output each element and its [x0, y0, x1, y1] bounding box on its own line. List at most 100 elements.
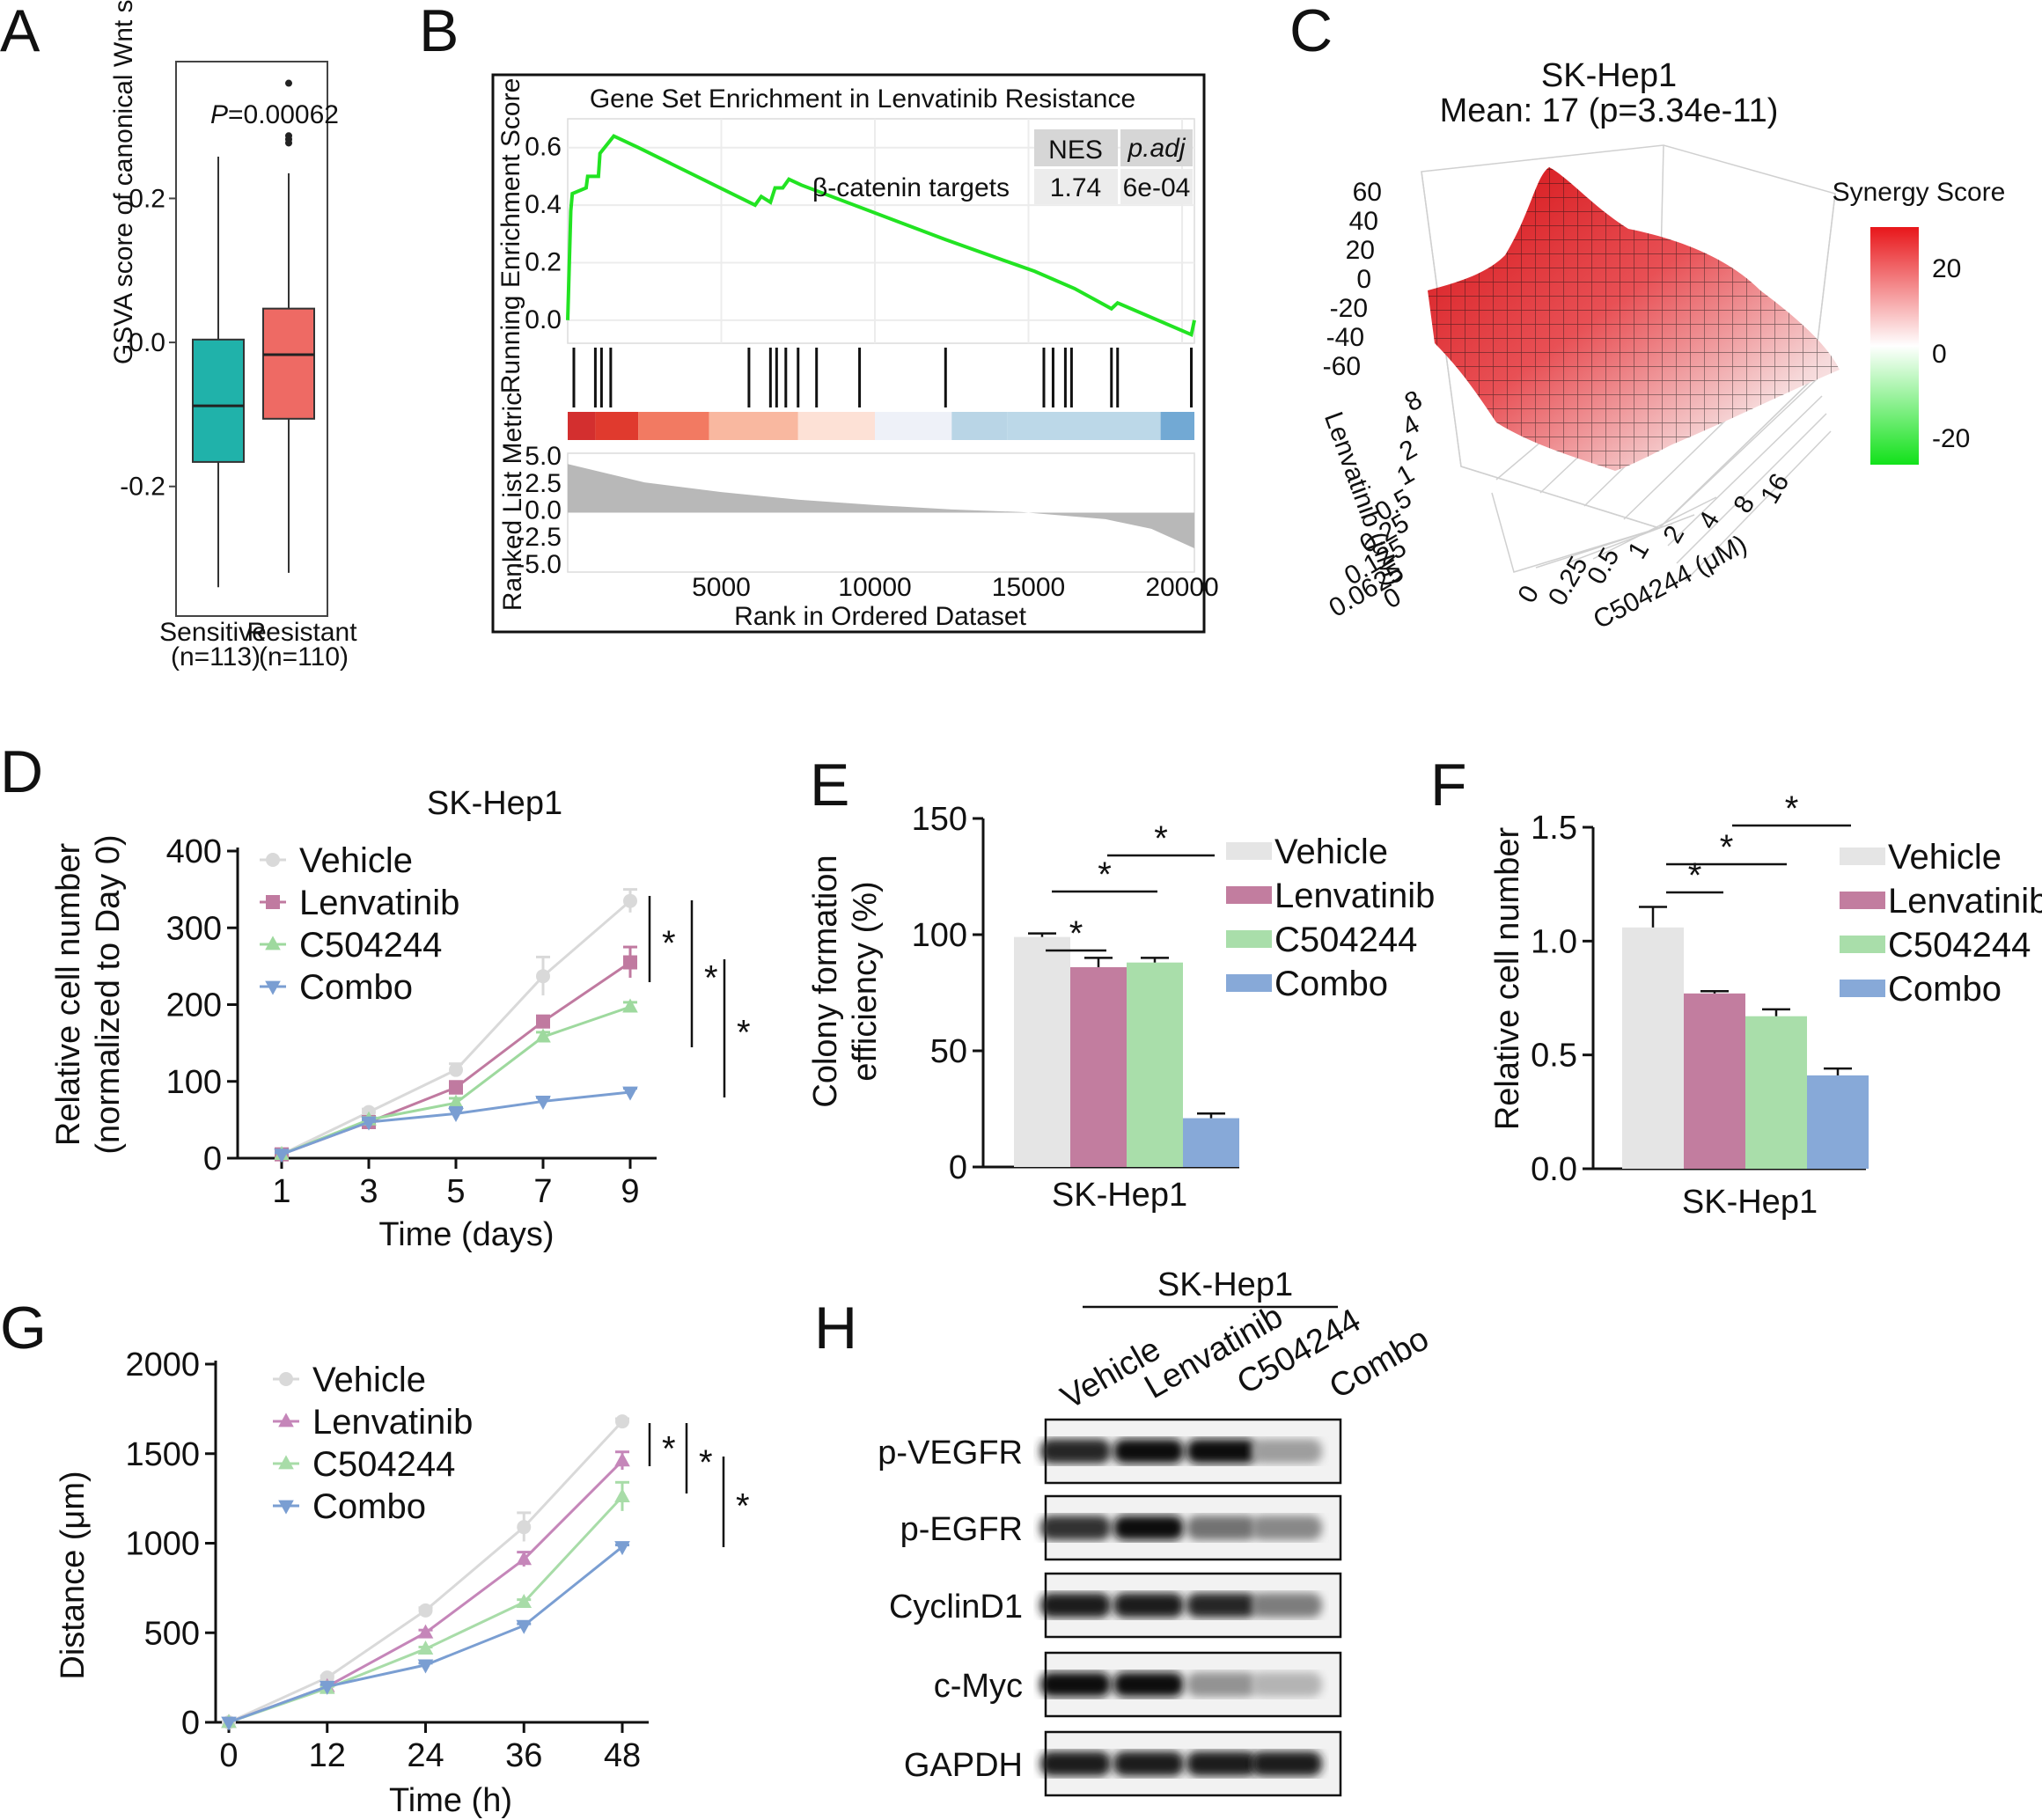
panel-e-legend-label: C504244: [1274, 921, 1417, 959]
panel-g-ytick-label: 2000: [125, 1347, 200, 1383]
panel-g-sig-star: *: [699, 1443, 713, 1482]
panel-b-ytick-top: 0.6: [525, 133, 562, 162]
panel-h-header: SK-Hep1: [1157, 1266, 1293, 1303]
panel-b-xtick: 20000: [1145, 573, 1218, 602]
panel-g-series-lenvatinib-point: [417, 1624, 434, 1639]
panel-a-outlier: [285, 139, 292, 147]
panel-e-sig-star: *: [1154, 819, 1168, 858]
panel-h-band: [1113, 1751, 1184, 1776]
panel-d-sig-star: *: [704, 959, 718, 998]
panel-c-colorbar-tick-20: 20: [1932, 254, 1961, 283]
panel-e-sig-star: *: [1098, 855, 1112, 894]
panel-a-n-sensitive: (n=113): [171, 642, 261, 671]
panel-g-legend-label: Lenvatinib: [312, 1403, 473, 1442]
panel-h-band: [1113, 1439, 1184, 1464]
panel-a-pvalue: P=0.00062: [210, 100, 339, 129]
panel-d-sig-star: *: [737, 1014, 751, 1053]
panel-h-row-label: p-EGFR: [900, 1511, 1023, 1548]
panel-g-legend-marker: [278, 1413, 294, 1427]
panel-d-ytick-label: 400: [166, 833, 222, 870]
panel-e-ytick-label: 150: [912, 801, 967, 838]
panel-f-bar-combo: [1807, 1075, 1869, 1169]
panel-h-band: [1040, 1672, 1111, 1697]
panel-c-colorbar-title: Synergy Score: [1833, 178, 2006, 207]
panel-h-row-label: p-VEGFR: [878, 1435, 1023, 1471]
panel-c-subtitle: Mean: 17 (p=3.34e-11): [1440, 92, 1779, 129]
panel-f-legend-label: C504244: [1888, 926, 2031, 965]
panel-f-legend-swatch: [1840, 892, 1885, 909]
panel-c-ztick: 60: [1353, 178, 1382, 207]
panel-e-colony: 0 50 100 150 * * * Vehicle Lenvatinib C504244 Comb…: [807, 801, 1435, 1214]
panel-b-heat-segment: [568, 412, 596, 440]
panel-b-ytick-bottom: -5.0: [516, 550, 562, 579]
panel-g-xtick-label: 0: [219, 1737, 238, 1774]
panel-e-legend-swatch: [1226, 842, 1272, 860]
panel-letter-c: C: [1289, 0, 1333, 64]
panel-a-ylabel: GSVA score of canonical Wnt signaling pa…: [109, 0, 138, 364]
panel-a-boxplot: GSVA score of canonical Wnt signaling pa…: [109, 0, 357, 671]
panel-c-colorbar-tick-neg20: -20: [1932, 424, 1970, 453]
panel-b-geneset-label: β-catenin targets: [812, 173, 1010, 202]
panel-b-ytick-bottom: 2.5: [525, 469, 562, 498]
panel-e-xlabel: SK-Hep1: [1052, 1177, 1187, 1214]
panel-g-ytick-label: 1000: [125, 1526, 200, 1563]
panel-d-ylabel-line1: Relative cell number: [50, 843, 87, 1147]
panel-d-legend-marker: [265, 936, 281, 950]
panel-h-band: [1252, 1672, 1322, 1697]
panel-letter-b: B: [419, 0, 459, 64]
panel-d-series-combo-point: [274, 1149, 290, 1163]
panel-d-legend-label: Combo: [299, 968, 413, 1007]
panel-f-bar-vehicle: [1622, 927, 1684, 1169]
panel-f-legend-label: Combo: [1888, 970, 2002, 1009]
panel-c-c504244-tick: 1: [1622, 537, 1655, 564]
panel-letter-e: E: [810, 752, 849, 818]
panel-h-band: [1252, 1439, 1322, 1464]
panel-h-band: [1040, 1751, 1111, 1776]
panel-h-band: [1113, 1515, 1184, 1540]
panel-d-series-combo-point: [361, 1116, 377, 1131]
panel-h-band: [1252, 1751, 1322, 1776]
panel-f-sig-star: *: [1785, 789, 1799, 828]
panel-e-legend-swatch: [1226, 974, 1272, 992]
panel-h-band: [1186, 1439, 1257, 1464]
panel-d-xtick-label: 5: [446, 1173, 465, 1210]
panel-a-ytick-label: 0.2: [129, 184, 165, 213]
panel-c-ztick: -20: [1330, 294, 1368, 323]
panel-c-c504244-tick: 0: [1512, 581, 1545, 608]
panel-b-xtick: 10000: [838, 573, 911, 602]
panel-letter-d: D: [0, 738, 43, 805]
panel-d-series-vehicle-point: [536, 969, 550, 984]
panel-b-heat-segment: [638, 412, 709, 440]
panel-f-ytick-label: 1.5: [1531, 810, 1577, 847]
panel-d-ytick-label: 300: [166, 910, 222, 947]
panel-d-legend-marker: [266, 895, 280, 909]
panel-g-series-combo-point: [614, 1541, 630, 1556]
panel-b-heat-segment: [797, 412, 876, 440]
panel-f-cellnumber: 0.0 0.5 1.0 1.5 * * * Vehicle Lenvatinib C504244 C…: [1489, 789, 2042, 1221]
panel-e-legend-label: Combo: [1274, 965, 1388, 1003]
panel-g-ylabel: Distance (μm): [55, 1471, 92, 1679]
panel-b-nes-header: NES: [1048, 136, 1103, 165]
panel-d-ytick-label: 100: [166, 1064, 222, 1101]
panel-b-xtick: 5000: [692, 573, 751, 602]
panel-h-band: [1186, 1672, 1257, 1697]
panel-e-ytick-label: 0: [949, 1149, 967, 1186]
panel-b-table-header-padj: [1120, 129, 1193, 166]
panel-b-ylabel-bottom: Ranked List Metric: [498, 393, 527, 611]
panel-f-legend-swatch: [1840, 936, 1885, 953]
panel-g-ytick-label: 1500: [125, 1436, 200, 1473]
panel-h-band: [1040, 1439, 1111, 1464]
panel-b-ytick-top: 0.2: [525, 247, 562, 276]
panel-h-row-label: c-Myc: [934, 1668, 1023, 1705]
panel-g-series-combo-point: [221, 1716, 237, 1731]
panel-b-heat-segment: [875, 412, 952, 440]
panel-b-xtick: 15000: [992, 573, 1065, 602]
panel-d-ytick-label: 200: [166, 987, 222, 1024]
panel-d-xtick-label: 1: [272, 1173, 290, 1210]
panel-b-ytick-bottom: 0.0: [525, 496, 562, 525]
panel-g-xlabel: Time (h): [389, 1782, 512, 1819]
panel-d-xlabel: Time (days): [378, 1216, 554, 1253]
panel-g-series-c504244-point: [516, 1594, 533, 1609]
panel-e-ytick-label: 50: [930, 1033, 967, 1070]
